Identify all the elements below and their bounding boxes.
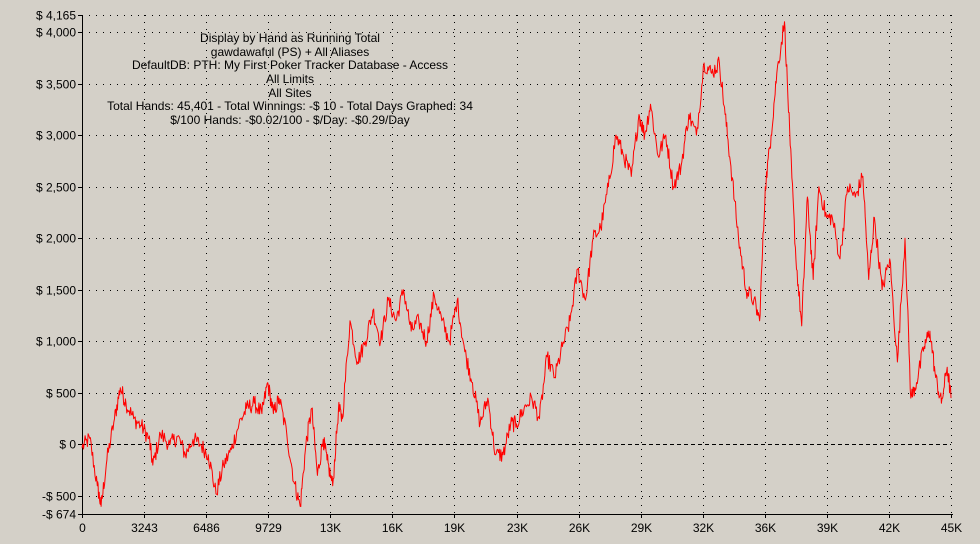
y-tick-label: $ 0 xyxy=(59,438,76,452)
x-tick-label: 13K xyxy=(320,521,341,535)
y-tick-label: $ 3,000 xyxy=(36,129,76,143)
header-line-display-mode: Display by Hand as Running Total xyxy=(200,31,380,45)
header-line-player: gawdawaful (PS) + All Aliases xyxy=(211,45,369,59)
x-tick-label: 45K xyxy=(941,521,962,535)
x-tick-label: 19K xyxy=(444,521,465,535)
x-tick-label: 9729 xyxy=(255,521,282,535)
x-tick-label: 42K xyxy=(879,521,900,535)
x-tick-label: 26K xyxy=(569,521,590,535)
y-tick-label: $ 3,500 xyxy=(36,78,76,92)
x-tick-label: 29K xyxy=(631,521,652,535)
x-tick-label: 36K xyxy=(755,521,776,535)
x-tick-label: 0 xyxy=(79,521,86,535)
y-tick-label: -$ 500 xyxy=(42,490,76,504)
y-tick-label: $ 2,500 xyxy=(36,181,76,195)
header-line-totals: Total Hands: 45,401 - Total Winnings: -$… xyxy=(107,99,473,113)
series-line xyxy=(81,21,952,507)
y-tick-label: $ 4,000 xyxy=(36,26,76,40)
header-line-limits: All Limits xyxy=(266,72,314,86)
series xyxy=(81,21,952,507)
y-tick-label: $ 500 xyxy=(46,387,76,401)
axes: $ 4,165 $ 4,000 $ 3,500 $ 3,000 $ 2,500 $ 2,0… xyxy=(36,9,962,536)
chart-header: Display by Hand as Running Total gawdawa… xyxy=(107,31,473,127)
y-tick-label: $ 1,000 xyxy=(36,335,76,349)
x-tick-label: 16K xyxy=(382,521,403,535)
grid xyxy=(82,15,952,514)
header-line-rates: $/100 Hands: -$0.02/100 - $/Day: -$0.29/… xyxy=(170,113,409,127)
y-tick-label: $ 2,000 xyxy=(36,232,76,246)
y-tick-label: $ 1,500 xyxy=(36,284,76,298)
x-tick-label: 39K xyxy=(817,521,838,535)
header-line-sites: All Sites xyxy=(268,86,311,100)
y-tick-label: -$ 674 xyxy=(42,508,76,522)
x-tick-label: 23K xyxy=(507,521,528,535)
x-tick-label: 6486 xyxy=(193,521,220,535)
x-tick-label: 3243 xyxy=(131,521,158,535)
y-tick-label: $ 4,165 xyxy=(36,9,76,23)
x-tick-label: 32K xyxy=(693,521,714,535)
header-line-database: DefaultDB: PTH: My First Poker Tracker D… xyxy=(132,58,448,72)
